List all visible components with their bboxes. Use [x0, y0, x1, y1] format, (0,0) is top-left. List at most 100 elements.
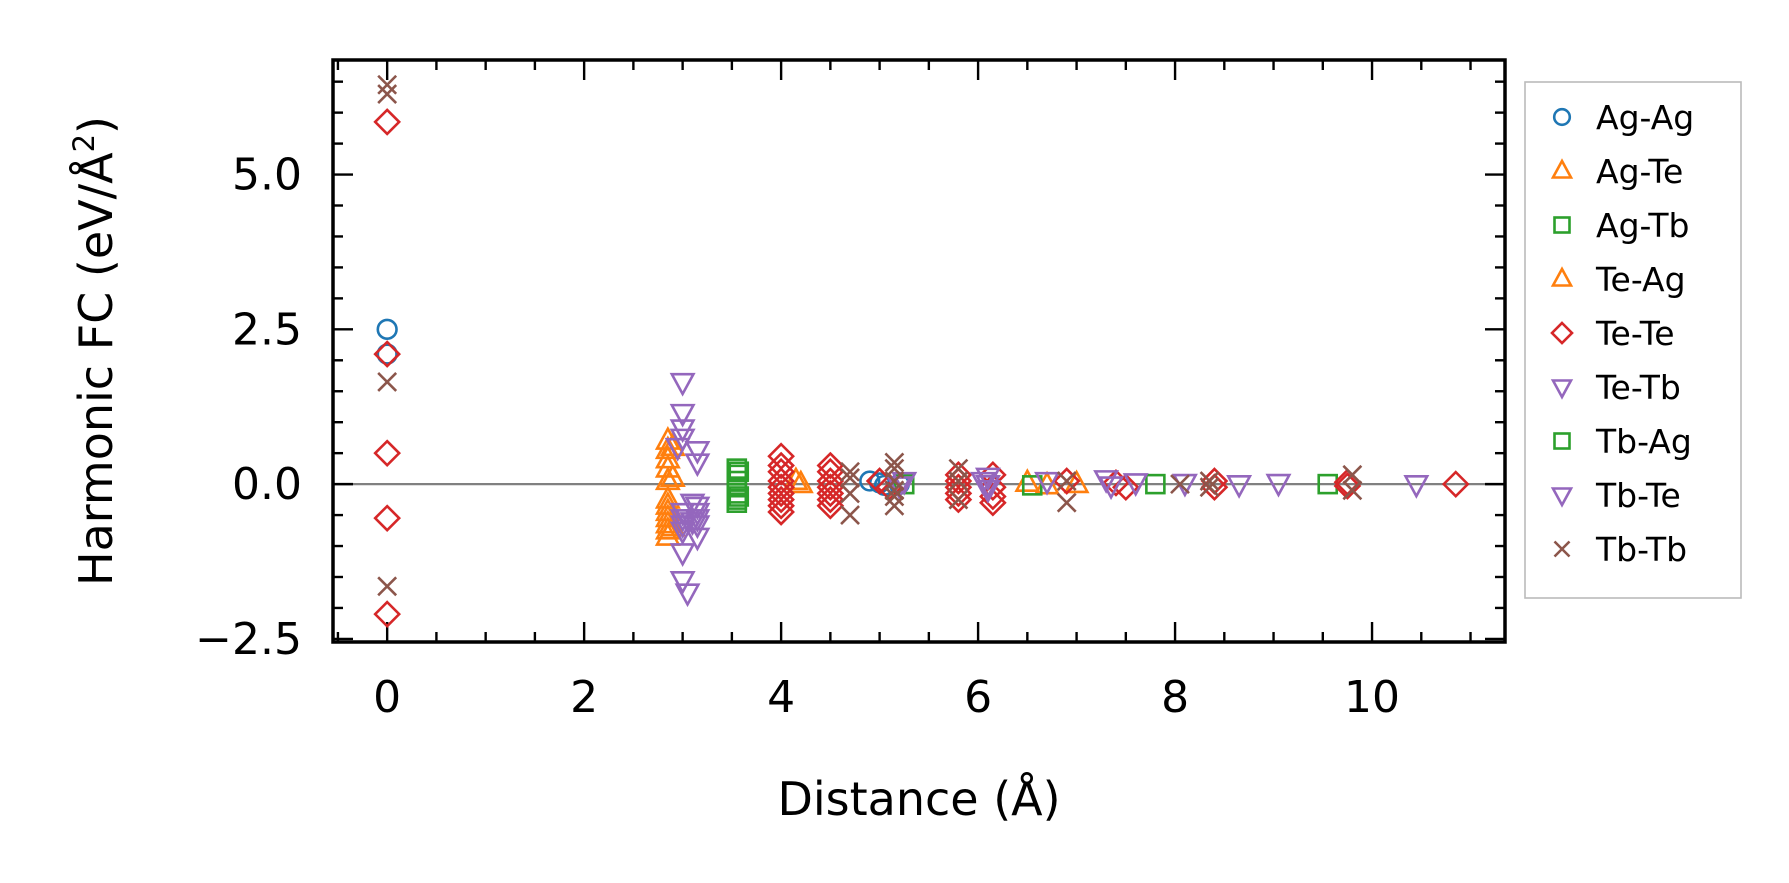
data-point [684, 527, 711, 552]
data-point [816, 451, 845, 480]
data-point [669, 372, 696, 397]
data-point [767, 479, 795, 508]
legend-entry-tb-tb: Tb-Tb [1553, 530, 1687, 569]
data-point [1342, 464, 1363, 485]
series-tb-te [664, 437, 1125, 536]
data-point [1342, 480, 1363, 501]
data-point [377, 74, 398, 95]
legend-label: Tb-Ag [1595, 422, 1692, 461]
legend-marker [1550, 379, 1574, 400]
data-point [1333, 472, 1362, 500]
data-point [684, 440, 711, 465]
legend-marker [1550, 321, 1574, 345]
data-point [840, 461, 860, 482]
data-point [1403, 475, 1430, 499]
data-point [669, 570, 696, 595]
legend-entry-tb-te: Tb-Te [1550, 476, 1681, 515]
legend-frame [1524, 81, 1742, 599]
data-point [884, 471, 905, 491]
data-point [373, 108, 402, 136]
legend: Ag-Ag Ag-Te Ag-Tb Te-Ag Te-Te Te-Tb Tb-Ag Tb-Te… [1524, 81, 1742, 599]
data-point [816, 491, 845, 520]
data-point [1056, 492, 1077, 513]
data-point [1052, 467, 1081, 495]
data-point [659, 463, 686, 488]
data-point [970, 471, 997, 496]
data-point [1021, 475, 1043, 496]
legend-label: Tb-Te [1595, 476, 1681, 515]
data-point [1170, 474, 1190, 495]
legend-marker [1550, 158, 1574, 179]
data-point [884, 480, 905, 501]
legend-label: Te-Ag [1595, 260, 1686, 299]
x-tick-label: 10 [1344, 672, 1400, 723]
y-axis-label-main: Harmonic FC (eV/Å [69, 152, 123, 586]
legend-entry-te-ag: Te-Ag [1550, 260, 1686, 299]
legend-entry-te-tb: Te-Tb [1550, 368, 1681, 407]
data-point [884, 486, 905, 507]
x-axis-label: Distance (Å) [777, 772, 1060, 826]
data-point [1014, 468, 1041, 492]
data-point [728, 461, 750, 483]
legend-marker [1553, 540, 1571, 558]
data-point [1199, 471, 1220, 491]
data-point [373, 439, 402, 467]
plot-area [333, 60, 1505, 642]
legend-label: Tb-Tb [1595, 530, 1687, 569]
data-point [816, 457, 845, 486]
legend-entry-te-te: Te-Te [1550, 314, 1675, 353]
data-point [684, 496, 711, 521]
tick-labels: 0 2 4 6 8 10 −2.5 0.0 2.5 5.0 [195, 150, 1400, 723]
legend-label: Te-Te [1595, 314, 1675, 353]
data-point [373, 600, 402, 628]
legend-marker [1553, 216, 1571, 234]
legend-entry-tb-ag: Tb-Ag [1553, 422, 1692, 461]
data-point [1441, 470, 1470, 498]
series-tb-tb [377, 74, 1363, 597]
y-axis-label: Harmonic FC (eV/Å2) [67, 116, 123, 586]
data-point [377, 372, 398, 392]
legend-marker [1550, 266, 1574, 287]
data-point [859, 470, 881, 492]
data-point [1199, 477, 1220, 498]
data-point [726, 492, 748, 513]
legend-marker [1550, 487, 1574, 508]
data-point [373, 340, 402, 368]
series-tb-ag [728, 461, 750, 507]
data-point [816, 473, 845, 502]
y-tick-label: 2.5 [232, 304, 302, 355]
data-point [767, 457, 795, 486]
data-point [1063, 469, 1090, 494]
data-point [679, 493, 706, 518]
legend-label: Ag-Tb [1596, 206, 1690, 245]
data-point [664, 437, 691, 462]
data-point [1122, 473, 1149, 497]
legend-entry-ag-te: Ag-Te [1550, 152, 1683, 191]
y-tick-label: −2.5 [195, 614, 302, 665]
data-point [1098, 476, 1125, 501]
data-point [684, 453, 711, 478]
data-point [1265, 473, 1292, 498]
data-point [884, 495, 905, 516]
plot-frame [331, 58, 1507, 644]
data-point [840, 483, 860, 504]
x-tick-label: 0 [373, 672, 401, 723]
data-point [377, 84, 398, 104]
data-point [377, 576, 398, 597]
data-point [787, 469, 814, 494]
data-point [816, 479, 845, 508]
x-tick-label: 2 [570, 672, 598, 723]
data-point [654, 515, 681, 540]
legend-marker [1552, 107, 1572, 127]
data-point [948, 489, 969, 510]
legend-label: Te-Tb [1595, 368, 1681, 407]
data-point [1093, 470, 1120, 494]
legend-label: Ag-Ag [1596, 98, 1694, 137]
data-point [840, 468, 860, 488]
data-point [1034, 471, 1061, 496]
series-te-tb [669, 372, 1430, 608]
data-point [376, 318, 398, 340]
legend-label: Ag-Te [1596, 152, 1683, 191]
data-point [373, 504, 402, 533]
legend-entry-ag-tb: Ag-Tb [1553, 206, 1690, 245]
